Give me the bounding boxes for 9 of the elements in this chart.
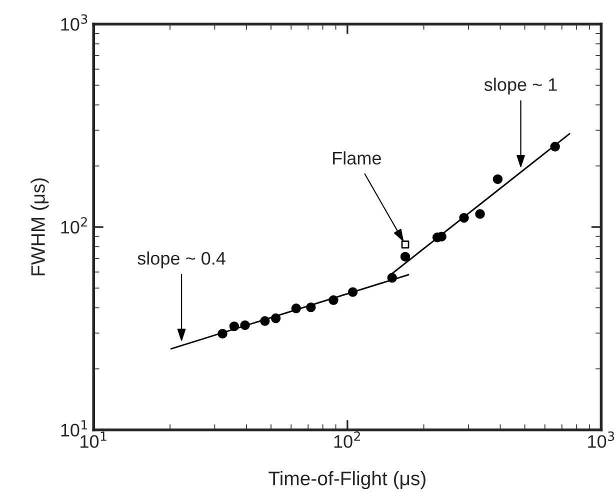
y-tick-label: 10$^{3}$ <box>61 14 88 31</box>
y-axis-title: FWHM (μs) <box>30 178 49 276</box>
x-tick-label: 10$^{3}$ <box>588 431 614 448</box>
annotation: slope ~ 0.4 <box>138 251 226 268</box>
y-tick-label: 10$^{2}$ <box>61 217 87 234</box>
x-axis-title: Time-of-Flight (μs) <box>268 471 426 490</box>
annotation: slope ~ 1 <box>484 78 557 95</box>
annotation: Flame <box>333 151 381 165</box>
x-tick-label: 10$^{2}$ <box>334 431 360 448</box>
